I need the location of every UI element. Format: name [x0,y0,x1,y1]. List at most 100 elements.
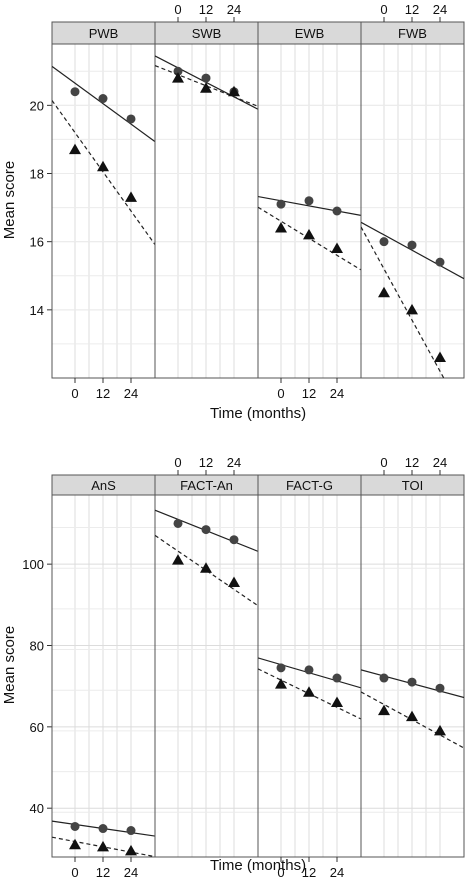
data-point-triangle [200,82,212,93]
x-tick-label: 12 [199,455,213,470]
x-tick-label: 0 [71,865,78,880]
fit-line-dashed [361,226,445,378]
x-tick-label: 12 [302,865,316,880]
data-point-triangle [303,228,315,240]
data-point-triangle [228,85,240,97]
y-tick-label: 80 [30,638,44,653]
data-point-circle [332,206,342,216]
data-point-circle [201,525,211,535]
x-axis-label: Time (months) [210,405,306,422]
fit-line-solid [258,195,361,216]
data-point-circle [229,535,239,545]
y-axis-label: Mean score [1,161,18,239]
x-tick-label: 24 [330,865,344,880]
data-point-triangle [97,840,109,852]
fit-line-dashed [155,65,258,107]
fit-line-solid [52,65,155,143]
fit-line-dashed [52,100,155,245]
x-tick-label: 12 [302,386,316,401]
y-tick-label: 60 [30,720,44,735]
y-tick-label: 100 [22,557,44,572]
y-tick-label: 14 [30,303,44,318]
panel-content [155,55,258,110]
data-point-triangle [406,710,418,722]
fit-line-dashed [258,206,361,271]
panel-strip-label: SWB [192,26,222,41]
panel-content [52,65,155,245]
data-point-triangle [69,143,81,155]
y-tick-label: 40 [30,801,44,816]
panel-strip-label: PWB [89,26,119,41]
data-point-circle [70,87,80,97]
panel-content [258,657,361,720]
x-tick-label: 12 [199,2,213,17]
x-tick-label: 0 [277,865,284,880]
data-point-triangle [97,160,109,172]
panel-frame [360,43,465,379]
data-point-circle [201,73,211,83]
panel-content [361,221,464,378]
data-point-triangle [331,696,343,707]
x-tick-label: 24 [124,865,138,880]
data-point-circle [276,663,286,673]
x-tick-label: 0 [277,386,284,401]
y-tick-label: 16 [30,235,44,250]
y-tick-label: 18 [30,167,44,182]
panel-content [52,820,155,857]
data-point-circle [276,199,286,209]
panel-strip-label: AnS [91,478,116,493]
panel-content [155,509,258,607]
data-point-triangle [275,222,287,233]
data-point-triangle [200,562,212,573]
data-point-triangle [172,72,184,83]
data-point-circle [98,94,108,104]
data-point-circle [435,257,445,267]
data-point-circle [173,518,183,528]
y-tick-label: 20 [30,98,44,113]
data-point-circle [379,237,389,247]
data-point-triangle [331,242,343,253]
data-point-triangle [69,838,81,850]
data-point-circle [126,114,136,124]
data-point-circle [332,673,342,683]
x-tick-label: 0 [174,2,181,17]
data-point-triangle [434,724,446,736]
x-tick-label: 24 [330,386,344,401]
data-point-circle [304,196,314,206]
data-point-triangle [125,844,137,856]
panel-strip-label: FACT-G [286,478,333,493]
data-point-circle [379,673,389,683]
x-tick-label: 24 [433,455,447,470]
x-tick-label: 24 [227,2,241,17]
panel-strip-label: TOI [402,478,423,493]
x-tick-label: 0 [174,455,181,470]
x-tick-label: 12 [96,865,110,880]
data-point-triangle [172,554,184,565]
x-tick-label: 0 [380,2,387,17]
x-tick-label: 24 [227,455,241,470]
data-point-circle [407,240,417,250]
data-point-triangle [378,704,390,716]
x-tick-label: 0 [71,386,78,401]
data-point-circle [304,665,314,675]
panel-strip-label: FACT-An [180,478,233,493]
data-point-circle [70,821,80,831]
x-tick-label: 12 [96,386,110,401]
y-axis-label: Mean score [1,626,18,704]
x-tick-label: 0 [380,455,387,470]
x-axis-label: Time (months) [210,857,306,874]
data-point-triangle [434,351,446,363]
panel-content [361,669,464,749]
x-tick-label: 12 [405,455,419,470]
panel-strip-label: FWB [398,26,427,41]
x-tick-label: 12 [405,2,419,17]
panel-frame [360,494,465,858]
data-point-triangle [406,303,418,315]
data-point-circle [407,677,417,687]
x-tick-label: 24 [433,2,447,17]
fit-line-solid [361,221,464,280]
data-point-circle [98,824,108,834]
panel-content [258,195,361,271]
data-point-triangle [378,286,390,298]
data-point-triangle [228,576,240,587]
